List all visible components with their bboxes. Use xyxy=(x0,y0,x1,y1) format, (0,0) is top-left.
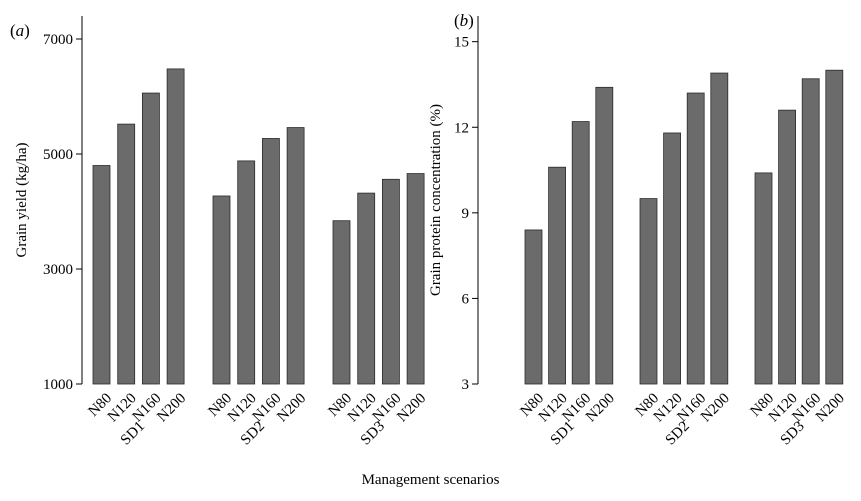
y-tick-label: 6 xyxy=(462,291,470,307)
category-label: N200 xyxy=(274,390,309,425)
y-axis-title: Grain protein concentration (%) xyxy=(428,104,444,296)
category-label: N200 xyxy=(583,390,618,425)
category-label: N200 xyxy=(698,390,733,425)
y-tick-label: 7000 xyxy=(43,32,73,48)
bar xyxy=(571,121,590,385)
bar xyxy=(92,165,111,385)
bar xyxy=(117,123,136,385)
x-axis-title: Management scenarios xyxy=(361,472,500,488)
bar xyxy=(237,160,256,385)
bar xyxy=(332,220,351,385)
category-label: N200 xyxy=(154,390,189,425)
bar xyxy=(548,166,566,385)
bar xyxy=(686,92,705,385)
panel-label: (a) xyxy=(10,21,30,40)
bar xyxy=(357,192,376,385)
group-label: SD1 xyxy=(548,418,578,448)
bar xyxy=(639,198,658,385)
group-label: SD3 xyxy=(358,418,388,448)
bar xyxy=(141,92,160,385)
y-tick-label: 1000 xyxy=(43,377,73,393)
y-tick-label: 12 xyxy=(454,120,469,136)
category-label: N200 xyxy=(813,390,848,425)
bar xyxy=(524,229,543,385)
category-label: N200 xyxy=(394,390,429,425)
bar xyxy=(710,72,729,385)
y-tick-label: 5000 xyxy=(43,147,73,163)
bar xyxy=(212,195,231,385)
bar xyxy=(825,69,844,385)
bar xyxy=(261,138,280,385)
bar xyxy=(406,173,425,385)
bar xyxy=(801,78,820,385)
bar xyxy=(778,109,796,385)
bar xyxy=(286,127,305,385)
group-label: SD3 xyxy=(778,418,808,448)
bar xyxy=(754,172,773,385)
y-axis-title: Grain yield (kg/ha) xyxy=(14,143,30,258)
y-tick-label: 15 xyxy=(454,35,469,51)
y-tick-label: 9 xyxy=(462,206,470,222)
bar xyxy=(663,132,681,385)
group-label: SD1 xyxy=(118,418,148,448)
bar xyxy=(166,68,185,385)
group-label: SD2 xyxy=(238,418,268,448)
bar xyxy=(595,86,614,385)
panel-label: (b) xyxy=(454,11,474,30)
group-label: SD2 xyxy=(663,418,693,448)
y-tick-label: 3000 xyxy=(43,262,73,278)
bar xyxy=(381,178,400,385)
y-tick-label: 3 xyxy=(462,377,470,393)
